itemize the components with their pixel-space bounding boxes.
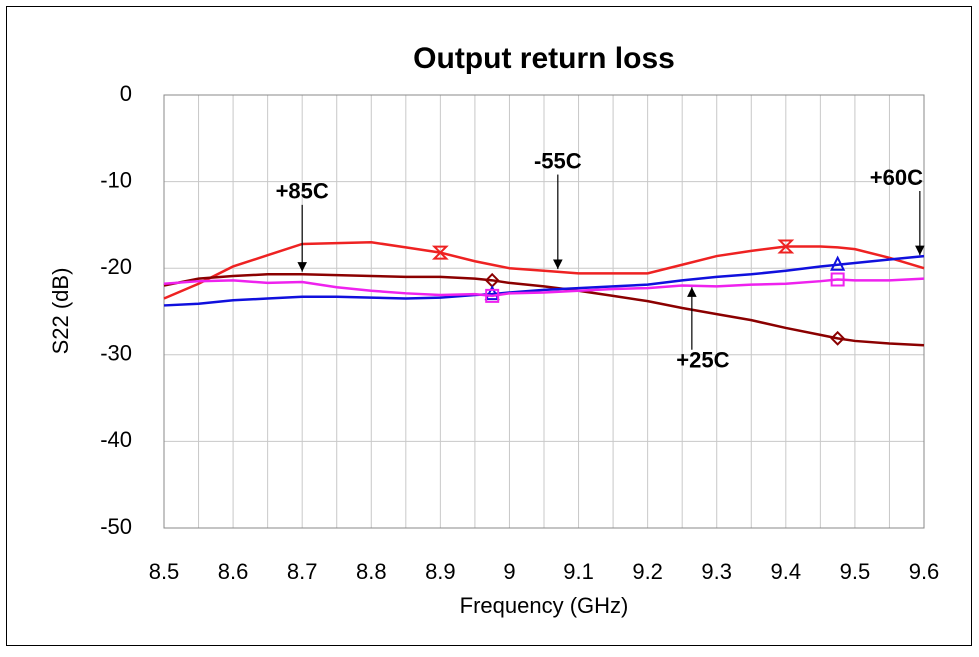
marker (830, 330, 846, 346)
annotation: +85C (276, 179, 329, 204)
series-line (163, 277, 925, 298)
y-tick-label: -10 (100, 167, 132, 192)
annotation: +60C (870, 165, 923, 190)
marker (830, 272, 845, 287)
series-line (163, 254, 925, 307)
y-tick-label: -50 (100, 514, 132, 539)
series-line (163, 273, 925, 347)
y-tick-label: -20 (100, 254, 132, 279)
marker (830, 255, 846, 271)
x-tick-label: 9.6 (909, 559, 940, 584)
plot-border (163, 94, 925, 529)
x-tick-label: 9 (503, 559, 515, 584)
annotation: +25C (676, 348, 729, 373)
x-tick-label: 8.8 (356, 559, 387, 584)
marker (777, 239, 795, 254)
marker (484, 284, 500, 301)
marker (431, 245, 449, 260)
x-tick-label: 9.1 (563, 559, 594, 584)
x-tick-label: 9.2 (632, 559, 663, 584)
annotation: -55C (534, 148, 582, 173)
y-tick-label: -30 (100, 341, 132, 366)
x-tick-label: 8.9 (425, 559, 456, 584)
y-tick-label: -40 (100, 427, 132, 452)
x-tick-label: 8.7 (287, 559, 318, 584)
frame (6, 6, 972, 646)
x-tick-label: 8.5 (149, 559, 180, 584)
x-tick-label: 8.6 (218, 559, 249, 584)
x-tick-label: 9.3 (701, 559, 732, 584)
y-axis-label: S22 (dB) (48, 268, 73, 355)
x-axis-label: Frequency (GHz) (460, 593, 629, 618)
y-tick-label: 0 (120, 81, 132, 106)
x-tick-label: 9.4 (771, 559, 802, 584)
x-tick-label: 9.5 (840, 559, 871, 584)
marker (485, 288, 500, 303)
chart-title: Output return loss (413, 42, 675, 75)
